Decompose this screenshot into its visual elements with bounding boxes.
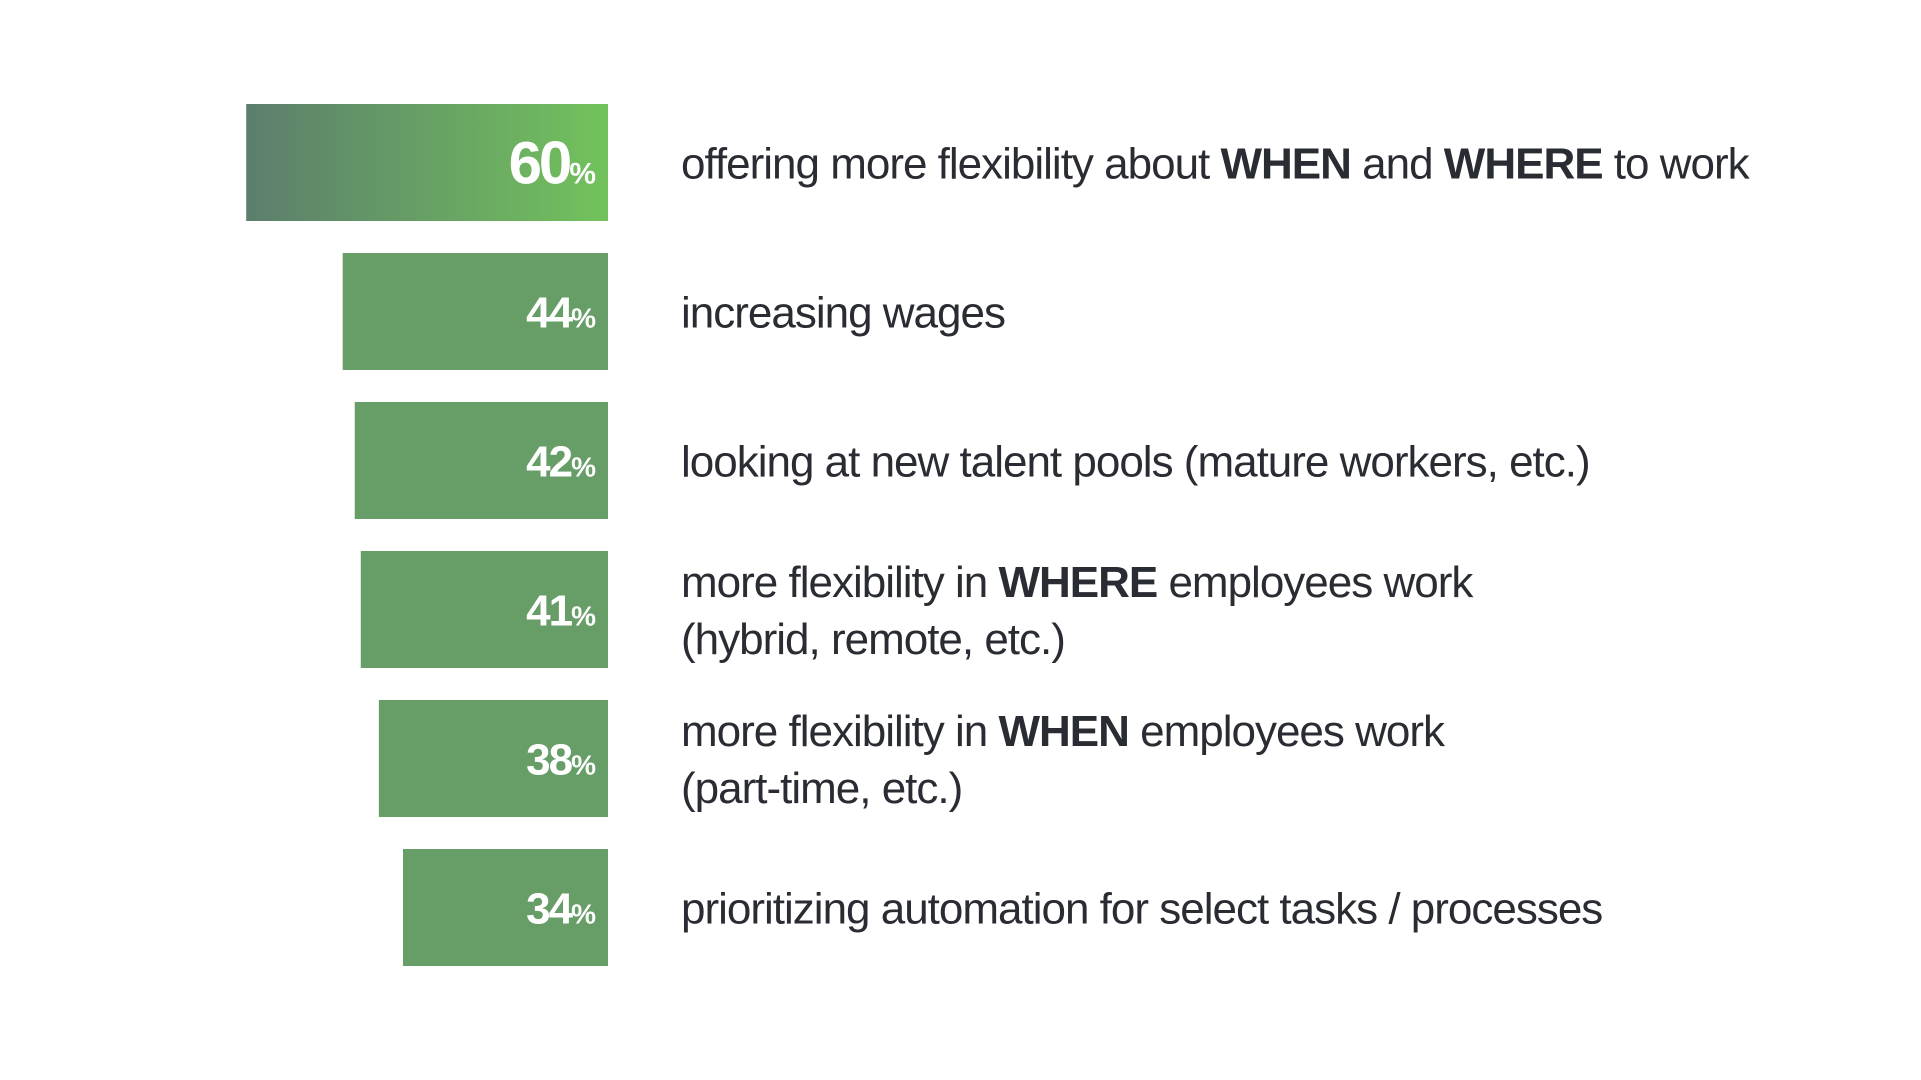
category-label: increasing wages — [681, 289, 1005, 338]
category-label: prioritizing automation for select tasks… — [681, 885, 1602, 934]
category-label: offering more flexibility about WHEN and… — [681, 140, 1751, 189]
bar — [360, 551, 608, 668]
category-labels-group: offering more flexibility about WHEN and… — [681, 140, 1752, 934]
bar-value-label: 41% — [526, 587, 596, 636]
bar-value-label: 60% — [509, 130, 596, 197]
bar-value-label: 34% — [526, 885, 596, 934]
bar — [402, 849, 608, 966]
value-labels-group: 60% 44% 42% 41% 38% 34% — [509, 130, 597, 934]
category-label: looking at new talent pools (mature work… — [681, 438, 1590, 487]
bar — [354, 402, 608, 519]
bar — [342, 253, 608, 370]
bar-value-label: 42% — [526, 438, 596, 487]
category-label: more flexibility in WHEN employees work(… — [681, 707, 1446, 813]
bars-group — [246, 104, 608, 966]
bar — [378, 700, 608, 817]
bar-value-label: 44% — [526, 289, 596, 338]
bar-value-label: 38% — [526, 736, 596, 785]
bar — [246, 104, 608, 221]
category-label: more flexibility in WHERE employees work… — [681, 558, 1474, 664]
